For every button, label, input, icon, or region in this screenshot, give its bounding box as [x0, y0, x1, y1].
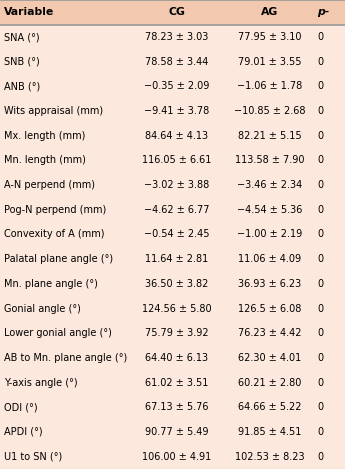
Text: 0: 0 — [317, 328, 324, 338]
Text: 0: 0 — [317, 254, 324, 264]
Text: SNA (°): SNA (°) — [4, 32, 40, 42]
Text: 61.02 ± 3.51: 61.02 ± 3.51 — [145, 378, 208, 387]
Text: 78.58 ± 3.44: 78.58 ± 3.44 — [145, 57, 208, 67]
Text: Palatal plane angle (°): Palatal plane angle (°) — [4, 254, 113, 264]
Bar — [0, 173, 345, 197]
Text: 77.95 ± 3.10: 77.95 ± 3.10 — [238, 32, 302, 42]
Text: 0: 0 — [317, 82, 324, 91]
Text: 90.77 ± 5.49: 90.77 ± 5.49 — [145, 427, 209, 437]
Text: AG: AG — [262, 8, 279, 17]
Bar — [0, 222, 345, 247]
Text: AB to Mn. plane angle (°): AB to Mn. plane angle (°) — [4, 353, 127, 363]
Bar — [0, 395, 345, 420]
Text: 11.06 ± 4.09: 11.06 ± 4.09 — [238, 254, 302, 264]
Text: 116.05 ± 6.61: 116.05 ± 6.61 — [142, 155, 211, 166]
Text: −0.54 ± 2.45: −0.54 ± 2.45 — [144, 229, 209, 240]
Bar — [0, 99, 345, 123]
Text: Gonial angle (°): Gonial angle (°) — [4, 303, 81, 314]
Text: 0: 0 — [317, 106, 324, 116]
Text: 76.23 ± 4.42: 76.23 ± 4.42 — [238, 328, 302, 338]
Bar — [0, 0, 345, 25]
Bar — [0, 321, 345, 346]
Text: −0.35 ± 2.09: −0.35 ± 2.09 — [144, 82, 209, 91]
Text: 0: 0 — [317, 131, 324, 141]
Text: 0: 0 — [317, 378, 324, 387]
Text: 113.58 ± 7.90: 113.58 ± 7.90 — [235, 155, 305, 166]
Text: −3.46 ± 2.34: −3.46 ± 2.34 — [237, 180, 303, 190]
Text: Lower gonial angle (°): Lower gonial angle (°) — [4, 328, 112, 338]
Text: 78.23 ± 3.03: 78.23 ± 3.03 — [145, 32, 208, 42]
Text: −1.06 ± 1.78: −1.06 ± 1.78 — [237, 82, 303, 91]
Bar — [0, 420, 345, 444]
Text: 0: 0 — [317, 427, 324, 437]
Bar — [0, 346, 345, 370]
Text: 84.64 ± 4.13: 84.64 ± 4.13 — [145, 131, 208, 141]
Text: 0: 0 — [317, 180, 324, 190]
Text: 67.13 ± 5.76: 67.13 ± 5.76 — [145, 402, 209, 412]
Text: 0: 0 — [317, 353, 324, 363]
Text: 0: 0 — [317, 155, 324, 166]
Text: Variable: Variable — [4, 8, 55, 17]
Text: 0: 0 — [317, 229, 324, 240]
Text: Pog-N perpend (mm): Pog-N perpend (mm) — [4, 205, 106, 215]
Bar — [0, 123, 345, 148]
Text: 0: 0 — [317, 57, 324, 67]
Text: CG: CG — [168, 8, 185, 17]
Text: 0: 0 — [317, 279, 324, 289]
Text: 126.5 ± 6.08: 126.5 ± 6.08 — [238, 303, 302, 314]
Text: −9.41 ± 3.78: −9.41 ± 3.78 — [144, 106, 209, 116]
Text: 64.66 ± 5.22: 64.66 ± 5.22 — [238, 402, 302, 412]
Text: Mn. plane angle (°): Mn. plane angle (°) — [4, 279, 98, 289]
Bar — [0, 25, 345, 49]
Text: 91.85 ± 4.51: 91.85 ± 4.51 — [238, 427, 302, 437]
Text: 0: 0 — [317, 205, 324, 215]
Bar — [0, 247, 345, 272]
Bar — [0, 197, 345, 222]
Text: −3.02 ± 3.88: −3.02 ± 3.88 — [144, 180, 209, 190]
Bar — [0, 370, 345, 395]
Text: Mx. length (mm): Mx. length (mm) — [4, 131, 86, 141]
Text: ODI (°): ODI (°) — [4, 402, 38, 412]
Text: 82.21 ± 5.15: 82.21 ± 5.15 — [238, 131, 302, 141]
Text: 64.40 ± 6.13: 64.40 ± 6.13 — [145, 353, 208, 363]
Text: 79.01 ± 3.55: 79.01 ± 3.55 — [238, 57, 302, 67]
Bar — [0, 296, 345, 321]
Text: 124.56 ± 5.80: 124.56 ± 5.80 — [142, 303, 211, 314]
Text: 102.53 ± 8.23: 102.53 ± 8.23 — [235, 452, 305, 461]
Text: SNB (°): SNB (°) — [4, 57, 40, 67]
Text: 75.79 ± 3.92: 75.79 ± 3.92 — [145, 328, 209, 338]
Text: 0: 0 — [317, 402, 324, 412]
Text: 0: 0 — [317, 452, 324, 461]
Text: −4.62 ± 6.77: −4.62 ± 6.77 — [144, 205, 209, 215]
Text: 60.21 ± 2.80: 60.21 ± 2.80 — [238, 378, 302, 387]
Bar — [0, 74, 345, 99]
Text: APDI (°): APDI (°) — [4, 427, 43, 437]
Text: Wits appraisal (mm): Wits appraisal (mm) — [4, 106, 103, 116]
Bar — [0, 49, 345, 74]
Text: U1 to SN (°): U1 to SN (°) — [4, 452, 62, 461]
Text: −1.00 ± 2.19: −1.00 ± 2.19 — [237, 229, 303, 240]
Text: 36.93 ± 6.23: 36.93 ± 6.23 — [238, 279, 302, 289]
Text: 0: 0 — [317, 32, 324, 42]
Bar — [0, 444, 345, 469]
Text: −4.54 ± 5.36: −4.54 ± 5.36 — [237, 205, 303, 215]
Text: −10.85 ± 2.68: −10.85 ± 2.68 — [234, 106, 306, 116]
Text: Convexity of A (mm): Convexity of A (mm) — [4, 229, 105, 240]
Text: ANB (°): ANB (°) — [4, 82, 40, 91]
Text: A-N perpend (mm): A-N perpend (mm) — [4, 180, 95, 190]
Text: p-: p- — [317, 8, 330, 17]
Bar — [0, 272, 345, 296]
Text: 106.00 ± 4.91: 106.00 ± 4.91 — [142, 452, 211, 461]
Text: Y-axis angle (°): Y-axis angle (°) — [4, 378, 78, 387]
Text: 11.64 ± 2.81: 11.64 ± 2.81 — [145, 254, 208, 264]
Bar — [0, 148, 345, 173]
Text: 62.30 ± 4.01: 62.30 ± 4.01 — [238, 353, 302, 363]
Text: 0: 0 — [317, 303, 324, 314]
Text: Mn. length (mm): Mn. length (mm) — [4, 155, 86, 166]
Text: 36.50 ± 3.82: 36.50 ± 3.82 — [145, 279, 208, 289]
